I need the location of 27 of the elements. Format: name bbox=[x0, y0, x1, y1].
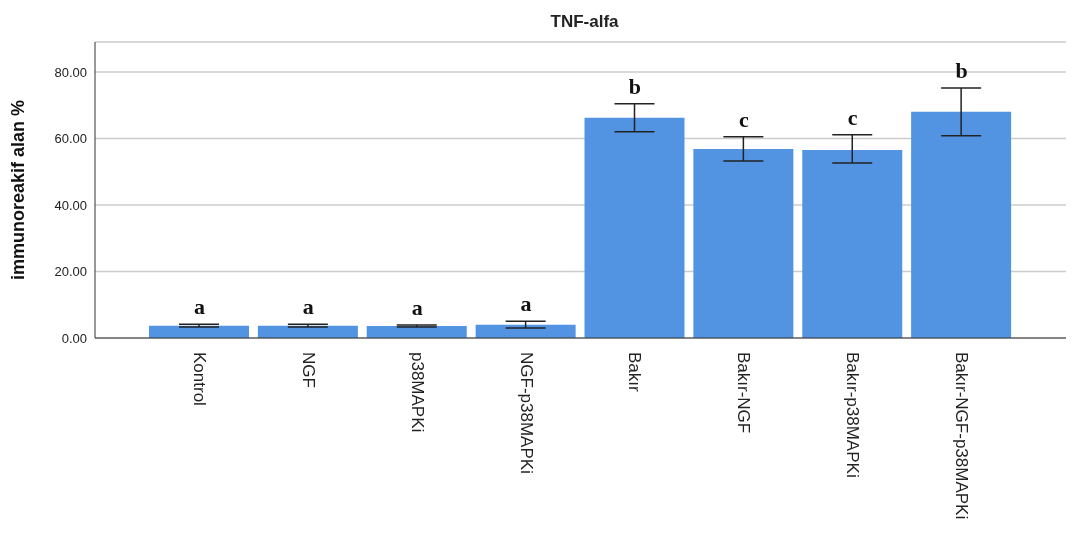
x-tick-label: Bakır-NGF-p38MAPKi bbox=[952, 352, 972, 520]
annotation: a bbox=[520, 291, 532, 317]
bar bbox=[693, 149, 794, 338]
bar bbox=[911, 111, 1012, 338]
bar bbox=[802, 150, 903, 338]
y-tick-label: 20.00 bbox=[54, 264, 87, 280]
annotation: b bbox=[628, 73, 642, 99]
y-tick-label: 80.00 bbox=[54, 64, 87, 80]
bar bbox=[584, 117, 685, 338]
x-tick-label: Bakır bbox=[625, 352, 645, 393]
chart-title: TNF-alfa bbox=[549, 12, 620, 32]
x-tick-label: NGF-p38MAPKi bbox=[516, 352, 536, 474]
annotation: a bbox=[302, 294, 314, 320]
x-tick-label: Kontrol bbox=[189, 352, 209, 406]
annotation: b bbox=[955, 57, 968, 83]
x-tick-label: NGF bbox=[298, 352, 318, 388]
annotation: a bbox=[193, 294, 205, 320]
y-tick-label: 0.00 bbox=[61, 330, 87, 346]
x-tick-label: p38MAPKi bbox=[407, 352, 427, 433]
x-tick-label: Bakır-NGF bbox=[734, 352, 754, 434]
annotation: c bbox=[738, 106, 749, 132]
y-tick-label: 40.00 bbox=[54, 197, 87, 213]
annotation: c bbox=[847, 104, 858, 130]
x-tick-label: Bakır-p38MAPKi bbox=[843, 352, 863, 478]
y-axis-title: immunoreakif alan % bbox=[8, 99, 29, 281]
y-tick-label: 60.00 bbox=[54, 131, 87, 147]
annotation: a bbox=[411, 295, 423, 321]
